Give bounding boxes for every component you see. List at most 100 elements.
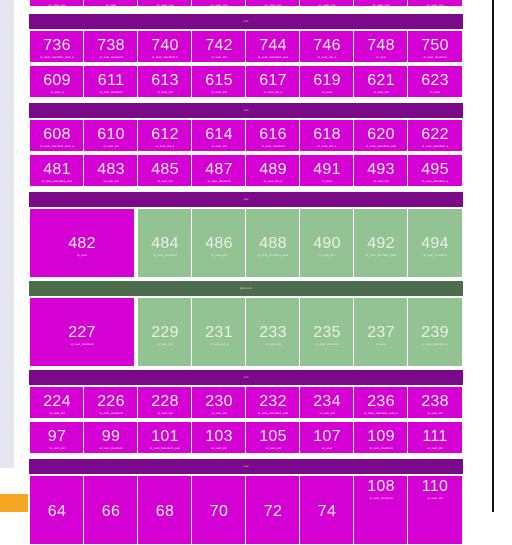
seat-cell-available[interactable]: 239 st_seat_standard_a (407, 297, 463, 367)
seat-cell-partial[interactable]: sc_seat_row (407, 0, 463, 7)
seat-cell[interactable]: 616 st_seat_standard (245, 119, 301, 152)
seat-cell[interactable]: 103 st_seat_std (191, 421, 247, 454)
seat-cell-available[interactable]: 233 st_seat_std (245, 297, 301, 367)
seat-cell[interactable]: 108 st_seat_standard (353, 475, 409, 545)
seat-cell-partial[interactable]: sc_seat_row (299, 0, 355, 7)
seat-cell[interactable]: 746 st_seat_std_a (299, 30, 355, 63)
seat-type-label: st_seat_standard (207, 179, 231, 183)
seat-type-label: st_seat (430, 90, 440, 94)
seat-cell[interactable]: 609 st_seat_a (29, 65, 85, 98)
seat-cell-partial[interactable]: sc_seat_row (191, 0, 247, 7)
seat-type-label: sc_seat_row (372, 3, 390, 7)
seat-cell[interactable]: 740 st_seat_standard_b (137, 30, 193, 63)
seat-cell[interactable]: 236 st_seat_standard_seat_a (353, 386, 409, 419)
accent-tab[interactable] (0, 494, 28, 512)
seat-number: 615 (205, 72, 233, 89)
seat-cell[interactable]: 109 st_seat_standard (353, 421, 409, 454)
seat-cell[interactable]: 107 st_seat (299, 421, 355, 454)
seat-cell[interactable]: 110 st_seat_std (407, 475, 463, 545)
seat-cell[interactable]: 617 st_seat_std_a (245, 65, 301, 98)
seat-cell[interactable]: 99 st_seat_standard (83, 421, 139, 454)
seat-cell[interactable]: 224 st_seat_std (29, 386, 85, 419)
seat-cell[interactable]: 70 (191, 475, 247, 545)
seat-type-label: st_seat_standard (99, 411, 123, 415)
seat-cell[interactable]: 611 st_seat_standard (83, 65, 139, 98)
seat-cell[interactable]: 750 st_seat_standard (407, 30, 463, 63)
seat-cell-partial[interactable]: sc_seat_row (353, 0, 409, 7)
seat-cell[interactable]: 619 st_seat (299, 65, 355, 98)
seat-cell[interactable]: 234 st_seat_std (299, 386, 355, 419)
seat-cell[interactable]: 612 st_seat_std_b (137, 119, 193, 152)
seat-cell[interactable]: 742 st_seat_std (191, 30, 247, 63)
seat-cell-partial[interactable]: sc_seat_row (29, 0, 85, 7)
seat-cell[interactable]: 493 st_seat_std (353, 154, 409, 187)
seat-number: 489 (259, 161, 287, 178)
seat-number: 226 (97, 393, 125, 410)
seat-cell[interactable]: 613 st_seat_std (137, 65, 193, 98)
seat-cell-partial[interactable]: sc_seat_row (245, 0, 301, 7)
seat-cell[interactable]: 74 (299, 475, 355, 545)
seat-cell-available[interactable]: 229 st_seat_std (137, 297, 193, 367)
seat-cell[interactable]: 230 st_seat_std (191, 386, 247, 419)
seat-cell-available[interactable]: 237 st_seat (353, 297, 409, 367)
seat-cell-available[interactable]: 486 st_seat_std (191, 208, 247, 278)
seat-cell[interactable]: 64 (29, 475, 85, 545)
seat-cell[interactable]: 489 st_seat_std_a (245, 154, 301, 187)
seat-cell[interactable]: 491 st_seat (299, 154, 355, 187)
row-separator-label: row (243, 19, 249, 23)
seat-cell[interactable]: 614 st_seat_std (191, 119, 247, 152)
seat-cell[interactable]: 738 st_seat_standard (83, 30, 139, 63)
seat-type-label: st_seat_std_b (155, 144, 175, 148)
seat-cell[interactable]: 736 st_seat_standard_seat_a (29, 30, 85, 63)
seat-cell[interactable]: 610 st_seat_std (83, 119, 139, 152)
seat-cell-available[interactable]: 488 st_seat_standard_seat (245, 208, 301, 278)
seat-cell-available[interactable]: 492 st_seat_standard_seat (353, 208, 409, 278)
seat-cell[interactable]: 487 st_seat_standard (191, 154, 247, 187)
seat-type-label: st_seat_standard (369, 446, 393, 450)
seat-cell-available[interactable]: 235 st_seat_standard (299, 297, 355, 367)
seat-cell[interactable]: 232 st_seat_standard_seat (245, 386, 301, 419)
seat-number: 234 (313, 393, 341, 410)
seat-type-label: st_seat_standard_a (421, 144, 449, 148)
seat-cell[interactable]: 620 st_seat_standard_seat (353, 119, 409, 152)
seat-cell-wide[interactable]: 482 st_seat (29, 208, 135, 278)
seat-cell[interactable]: 621 st_seat_std (353, 65, 409, 98)
seat-type-label: st_seat_std (157, 179, 173, 183)
seat-cell[interactable]: 485 st_seat_std (137, 154, 193, 187)
panel-border (492, 0, 494, 512)
seat-cell[interactable]: 495 st_seat_standard_a (407, 154, 463, 187)
seat-number: 238 (421, 393, 449, 410)
seat-cell-wide[interactable]: 227 st_seat_standard (29, 297, 135, 367)
seat-cell[interactable]: 748 st_seat (353, 30, 409, 63)
seat-cell[interactable]: 615 st_seat_std (191, 65, 247, 98)
seat-cell[interactable]: 744 st_seat_standard_seat (245, 30, 301, 63)
seat-cell-available[interactable]: 490 st_seat_std (299, 208, 355, 278)
seat-cell-available[interactable]: 484 st_seat_standard (137, 208, 193, 278)
seat-cell[interactable]: 66 (83, 475, 139, 545)
seat-type-label: st_seat_std (319, 253, 335, 257)
seat-cell[interactable]: 608 st_seat_standard_seat_a (29, 119, 85, 152)
seat-cell-available[interactable]: 494 st_seat_standard (407, 208, 463, 278)
seat-cell[interactable]: 101 st_seat_standard_seat (137, 421, 193, 454)
seat-type-label: st_seat_standard_seat_a (40, 144, 74, 148)
seat-cell[interactable]: 68 (137, 475, 193, 545)
seat-cell[interactable]: 105 st_seat_std (245, 421, 301, 454)
seat-cell[interactable]: 72 (245, 475, 301, 545)
seat-cell[interactable]: 618 st_seat_std_a (299, 119, 355, 152)
seat-cell[interactable]: 228 st_seat_std (137, 386, 193, 419)
seat-cell[interactable]: 111 st_seat_std (407, 421, 463, 454)
seat-cell[interactable]: 481 st_seat_standard_seat (29, 154, 85, 187)
seat-cell[interactable]: 623 st_seat (407, 65, 463, 98)
seat-cell[interactable]: 238 st_seat_std (407, 386, 463, 419)
seat-type-label: sc_seat_row (318, 3, 336, 7)
seat-number: 228 (151, 393, 179, 410)
seat-cell[interactable]: 622 st_seat_standard_a (407, 119, 463, 152)
seat-cell-partial[interactable]: sc_seat_row (137, 0, 193, 7)
seat-cell[interactable]: 97 st_seat_std (29, 421, 85, 454)
seat-cell-available[interactable]: 231 st_seat_std_a (191, 297, 247, 367)
seat-number: 236 (367, 393, 395, 410)
seat-cell[interactable]: 226 st_seat_standard (83, 386, 139, 419)
seat-cell[interactable]: 483 st_seat_std (83, 154, 139, 187)
seat-cell-partial[interactable]: sc_seat (83, 0, 139, 7)
seat-number: 623 (421, 72, 449, 89)
